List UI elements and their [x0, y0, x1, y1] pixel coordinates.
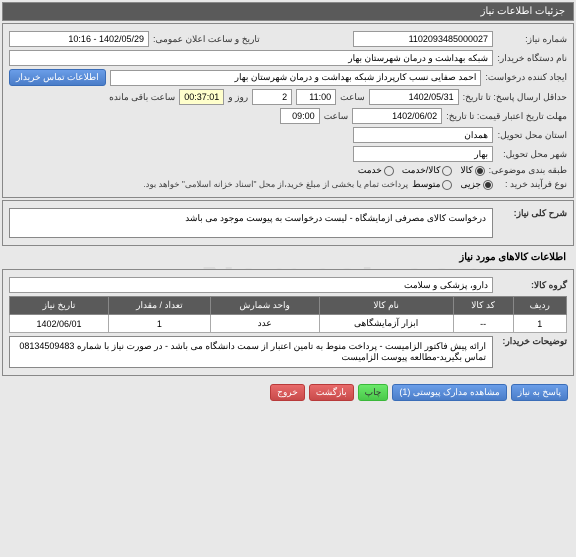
radio-partial[interactable]: [483, 180, 493, 190]
th-date: تاریخ نیاز: [10, 297, 109, 315]
city-label: شهر محل تحویل:: [497, 149, 567, 160]
radio-khadmat-label: خدمت: [358, 165, 382, 176]
payment-note: پرداخت تمام یا بخشی از مبلغ خرید،از محل …: [143, 179, 408, 190]
goods-header: اطلاعات کالاهای مورد نیاز: [2, 248, 574, 267]
main-fieldset: شماره نیاز: 1102093485000027 تاریخ و ساع…: [2, 23, 574, 198]
summary-fieldset: شرح کلی نیاز: درخواست کالای مصرفی ازمایش…: [2, 200, 574, 246]
countdown-field: 00:37:01: [179, 89, 224, 105]
purchase-type-label: نوع فرآیند خرید :: [497, 179, 567, 190]
cell-row: 1: [513, 315, 566, 333]
need-no-field: 1102093485000027: [353, 31, 493, 47]
announce-field: 1402/05/29 - 10:16: [9, 31, 149, 47]
back-button[interactable]: بازگشت: [309, 384, 354, 401]
cell-qty: 1: [109, 315, 211, 333]
goods-fieldset: گروه کالا: دارو، پزشکی و سلامت ردیف کد ک…: [2, 269, 574, 376]
cell-unit: عدد: [210, 315, 319, 333]
cell-code: --: [453, 315, 513, 333]
th-unit: واحد شمارش: [210, 297, 319, 315]
group-label: گروه کالا:: [497, 280, 567, 291]
radio-partial-label: جزیی: [460, 179, 481, 190]
radio-mid[interactable]: [442, 180, 452, 190]
buyer-label: نام دستگاه خریدار:: [497, 53, 567, 64]
province-field: همدان: [353, 127, 493, 143]
th-qty: تعداد / مقدار: [109, 297, 211, 315]
buyer-notes-text: ارائه پیش فاکتور الزامیست - پرداخت منوط …: [9, 336, 493, 368]
deadline-date-field: 1402/05/31: [369, 89, 459, 105]
group-field: دارو، پزشکی و سلامت: [9, 277, 493, 293]
goods-table: ردیف کد کالا نام کالا واحد شمارش تعداد /…: [9, 296, 567, 333]
announce-label: تاریخ و ساعت اعلان عمومی:: [153, 34, 260, 45]
time-label-2: ساعت: [324, 111, 349, 122]
respond-button[interactable]: پاسخ به نیاز: [511, 384, 568, 401]
summary-label: شرح کلی نیاز:: [497, 208, 567, 219]
creator-label: ایجاد کننده درخواست:: [485, 72, 567, 83]
th-row: ردیف: [513, 297, 566, 315]
purchase-radio-group: جزیی متوسط: [412, 179, 493, 190]
days-field: 2: [252, 89, 292, 105]
validity-date-field: 1402/06/02: [352, 108, 442, 124]
radio-khadmat[interactable]: [384, 166, 394, 176]
summary-text: درخواست کالای مصرفی ازمایشگاه - لیست درخ…: [9, 208, 493, 238]
city-field: بهار: [353, 146, 493, 162]
creator-field: احمد صفایی نسب کارپرداز شبکه بهداشت و در…: [110, 70, 482, 86]
panel-header: جزئیات اطلاعات نیاز: [2, 2, 574, 21]
cell-date: 1402/06/01: [10, 315, 109, 333]
exit-button[interactable]: خروج: [270, 384, 305, 401]
panel-title: جزئیات اطلاعات نیاز: [481, 6, 565, 17]
footer-buttons: پاسخ به نیاز مشاهده مدارک پیوستی (1) چاپ…: [2, 378, 574, 407]
time-label-1: ساعت: [340, 92, 365, 103]
cell-name: ابزار آزمایشگاهی: [319, 315, 453, 333]
category-radio-group: کالا کالا/خدمت خدمت: [358, 165, 485, 176]
contact-buyer-button[interactable]: اطلاعات تماس خریدار: [9, 69, 106, 86]
province-label: استان محل تحویل:: [497, 130, 567, 141]
buyer-notes-label: توضیحات خریدار:: [497, 336, 567, 347]
th-code: کد کالا: [453, 297, 513, 315]
category-label: طبقه بندی موضوعی:: [489, 165, 567, 176]
need-no-label: شماره نیاز:: [497, 34, 567, 45]
print-button[interactable]: چاپ: [358, 384, 389, 401]
deadline-time-field: 11:00: [296, 89, 336, 105]
buyer-field: شبکه بهداشت و درمان شهرستان بهار: [9, 50, 493, 66]
days-label: روز و: [228, 92, 248, 103]
radio-mid-label: متوسط: [412, 179, 440, 190]
deadline-label: حداقل ارسال پاسخ: تا تاریخ:: [463, 92, 567, 103]
validity-label: مهلت تاریخ اعتبار قیمت: تا تاریخ:: [446, 111, 567, 122]
radio-kala[interactable]: [475, 166, 485, 176]
validity-time-field: 09:00: [280, 108, 320, 124]
attachments-button[interactable]: مشاهده مدارک پیوستی (1): [392, 384, 506, 401]
radio-service[interactable]: [442, 166, 452, 176]
table-row: 1 -- ابزار آزمایشگاهی عدد 1 1402/06/01: [10, 315, 567, 333]
th-name: نام کالا: [319, 297, 453, 315]
radio-kala-label: کالا: [460, 165, 472, 176]
remain-label: ساعت باقی مانده: [109, 92, 175, 103]
radio-service-label: کالا/خدمت: [402, 165, 441, 176]
